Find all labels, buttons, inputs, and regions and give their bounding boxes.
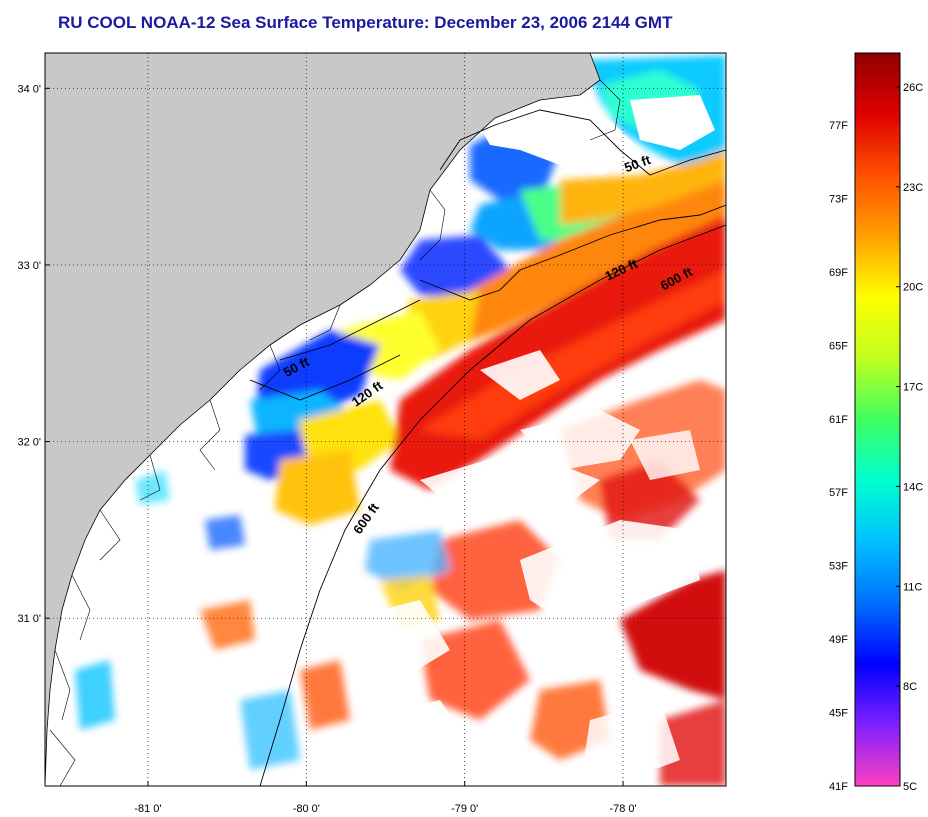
cloud-mask	[340, 95, 715, 786]
lon-tick-label: -78 0'	[609, 803, 636, 815]
lat-tick-label: 33 0'	[17, 260, 41, 272]
coastline	[45, 53, 601, 786]
lat-tick-label: 31 0'	[17, 613, 41, 625]
map-title: RU COOL NOAA-12 Sea Surface Temperature:…	[58, 13, 673, 32]
map-frame	[44, 52, 727, 787]
longitude-ticks: -81 0' -80 0' -79 0' -78 0'	[134, 781, 637, 815]
lon-tick-label: -80 0'	[293, 803, 320, 815]
latitude-ticks: 34 0' 33 0' 32 0' 31 0'	[17, 83, 50, 625]
lat-tick-label: 32 0'	[17, 437, 41, 449]
grid	[45, 53, 726, 786]
land-area	[45, 53, 600, 786]
lon-tick-label: -81 0'	[134, 803, 161, 815]
lon-tick-label: -79 0'	[451, 803, 478, 815]
lat-tick-label: 34 0'	[17, 83, 41, 95]
isobaths	[249, 109, 726, 786]
